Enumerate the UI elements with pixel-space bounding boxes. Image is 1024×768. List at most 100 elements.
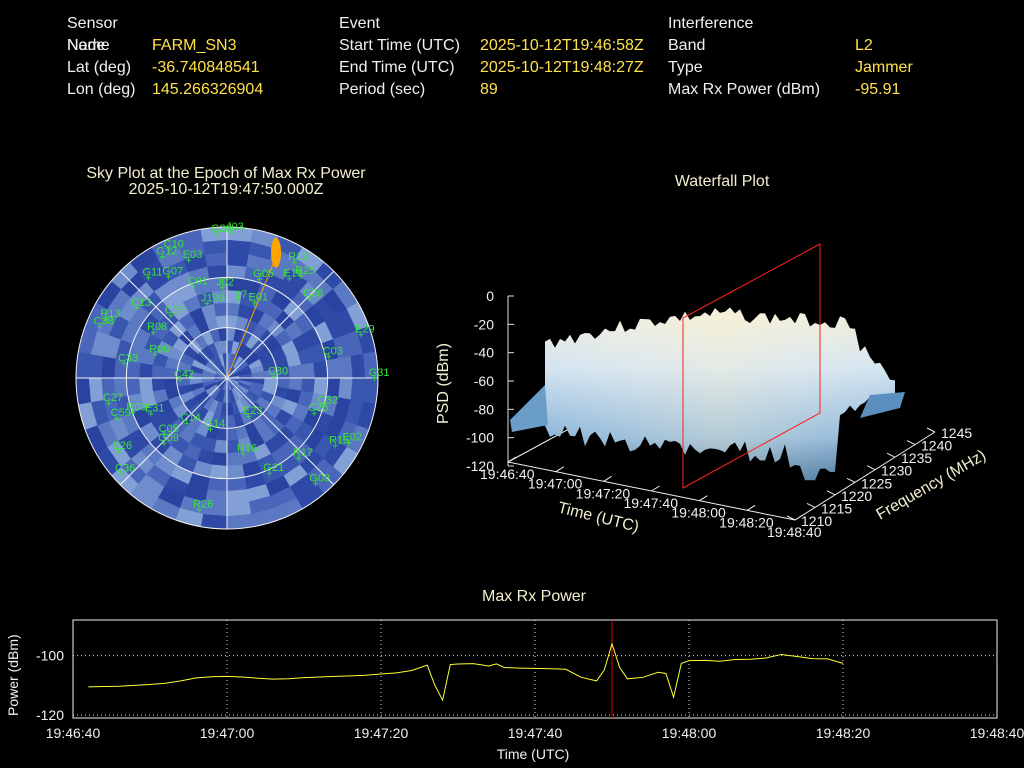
satellite-marker: + <box>306 295 312 306</box>
satellite-label: J02 <box>216 277 234 289</box>
max-rx-power-title: Max Rx Power <box>481 588 587 605</box>
satellite-label: G07 <box>162 265 183 277</box>
time-tick-label: 19:48:40 <box>767 524 822 540</box>
epoch-plane-outline <box>682 243 821 489</box>
satellite-label: R13 <box>100 308 120 320</box>
sky-plot-epoch: 2025-10-12T19:47:50.000Z <box>128 181 324 198</box>
satellite-marker: + <box>240 449 246 460</box>
max-rx-power-value: -95.91 <box>855 81 901 98</box>
satellite-marker: + <box>298 272 304 283</box>
azimuth-spoke <box>119 270 228 379</box>
satellite-label: R08 <box>147 321 167 333</box>
satellite-marker: + <box>332 442 338 453</box>
power-series <box>88 642 844 702</box>
satellite-marker: + <box>165 272 171 283</box>
waterfall-tick-labels: 0-20-40-60-80-100-12019:46:4019:47:0019:… <box>435 288 989 540</box>
satellite-marker: + <box>271 372 277 383</box>
time-tick-label: 19:48:20 <box>719 514 774 530</box>
sky-plot-title: Sky Plot at the Epoch of Max Rx Power <box>86 165 366 182</box>
azimuth-spoke <box>119 377 228 486</box>
satellite-marker: + <box>207 425 213 436</box>
frequency-tick <box>846 477 856 483</box>
satellite-label: C13 <box>131 297 151 309</box>
frequency-tick <box>906 440 916 446</box>
satellite-marker: + <box>114 414 120 425</box>
satellite-label: C36 <box>115 462 135 474</box>
satellite-label: C33 <box>118 353 138 365</box>
satellite-marker: + <box>148 409 154 420</box>
satellite-marker: + <box>129 408 135 419</box>
sky-plot-grid <box>75 226 379 530</box>
satellite-marker: + <box>321 402 327 413</box>
power-y-tick-label: -120 <box>36 707 64 723</box>
satellite-label: R25 <box>295 265 315 277</box>
satellite-label: C28 <box>303 288 323 300</box>
satellite-label: G11 <box>142 267 162 279</box>
satellite-marker: + <box>186 256 192 267</box>
satellite-marker: + <box>116 447 122 458</box>
max-rx-power-label: Max Rx Power (dBm) <box>668 81 821 98</box>
frequency-tick-label: 1235 <box>901 450 932 466</box>
satellite-label: C42 <box>174 369 194 381</box>
satellite-label: R17 <box>293 447 313 459</box>
satellite-label: C30 <box>268 365 288 377</box>
satellite-marker: + <box>168 312 174 323</box>
satellite-label: C26 <box>308 402 328 414</box>
period-value: 89 <box>480 81 498 98</box>
satellite-label: G26 <box>211 223 232 235</box>
time-tick-label: 19:47:40 <box>624 495 679 511</box>
power-y-axis-title: Power (dBm) <box>5 634 21 716</box>
satellite-marker: + <box>372 374 378 385</box>
satellite-marker: + <box>291 258 297 269</box>
frequency-tick-label: 1245 <box>941 425 972 441</box>
node-name-label: Name <box>67 37 110 54</box>
start-time-label: Start Time (UTC) <box>339 37 460 54</box>
satellite-marker: + <box>286 274 292 285</box>
satellite-label: G08 <box>309 472 330 484</box>
frequency-tick <box>886 452 896 458</box>
time-tick-label: 19:47:00 <box>528 476 583 492</box>
node-lat-value: -36.740848541 <box>152 59 260 76</box>
time-tick <box>507 456 517 463</box>
satellite-marker: + <box>167 245 173 256</box>
satellite-label: G31 <box>369 367 390 379</box>
satellite-marker: + <box>346 439 352 450</box>
satellite-marker: + <box>246 412 252 423</box>
frequency-axis-line <box>794 431 936 521</box>
satellite-marker: + <box>184 419 190 430</box>
z-tick-label: -120 <box>466 458 494 474</box>
satellite-label: C14 <box>181 412 201 424</box>
satellite-marker: + <box>118 469 124 480</box>
satellite-label: J03 <box>226 221 244 233</box>
type-label: Type <box>668 59 703 76</box>
satellite-label: R06 <box>149 344 169 356</box>
time-tick-label: 19:46:40 <box>480 466 535 482</box>
satellite-markers: +G12+C10+G07+G11+E03+G26+J03+R19+R25+E19… <box>93 221 389 516</box>
time-tick <box>555 466 565 473</box>
frequency-tick-label: 1210 <box>801 513 832 529</box>
satellite-label: E29 <box>355 323 375 335</box>
azimuth-spoke <box>226 377 335 486</box>
satellite-label: G21 <box>263 462 284 474</box>
satellite-marker: + <box>196 505 202 516</box>
satellite-label: I17 <box>232 289 247 301</box>
satellite-label: G12 <box>156 246 177 258</box>
satellite-marker: + <box>358 330 364 341</box>
psd-surface-highlight <box>545 307 895 481</box>
power-y-tick-label: -100 <box>36 648 64 664</box>
node-name-value: FARM_SN3 <box>152 37 237 54</box>
satellite-marker: + <box>256 275 262 286</box>
satellite-label: E23 <box>243 405 263 417</box>
satellite-label: R09 <box>126 401 146 413</box>
satellite-label: C32 <box>318 395 338 407</box>
satellite-label: J199 <box>201 292 225 304</box>
max-rx-power-line <box>88 642 844 702</box>
sky-power-cell <box>76 377 91 405</box>
frequency-tick-label: 1225 <box>861 475 892 491</box>
satellite-marker: + <box>121 360 127 371</box>
time-tick <box>699 495 708 502</box>
interferer-direction <box>226 237 282 379</box>
power-x-tick-label: 19:46:40 <box>46 725 101 741</box>
power-grid <box>72 619 998 719</box>
